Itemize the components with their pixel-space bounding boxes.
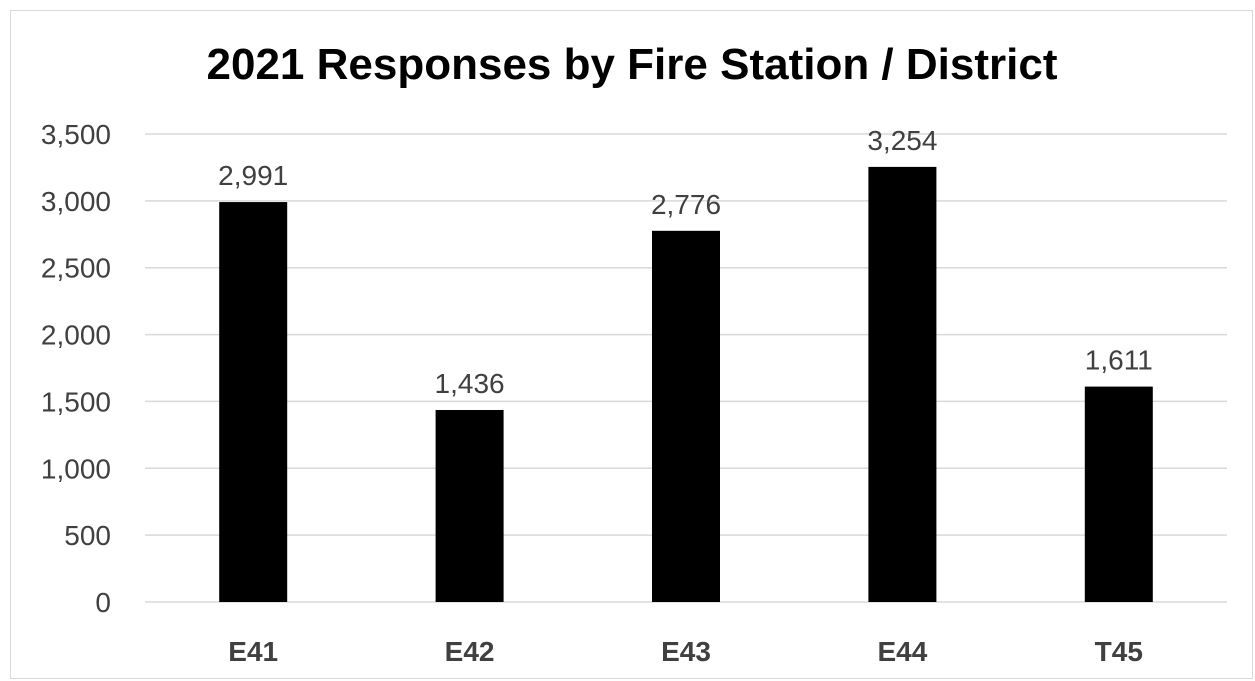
bar-t45 [1084,386,1153,602]
x-tick-label-t45: T45 [1095,636,1143,667]
y-tick-label: 1,000 [41,453,111,484]
data-label-e44: 3,254 [867,125,937,156]
data-label-t45: 1,611 [1085,345,1153,376]
y-tick-label: 2,500 [41,253,111,284]
data-labels: 2,991 1,436 2,776 3,254 1,611 [218,125,1153,399]
y-axis-ticks: 0 500 1,000 1,500 2,000 2,500 3,000 3,500 [41,119,111,618]
bar-e43 [652,230,720,602]
chart-title: 2021 Responses by Fire Station / Distric… [207,40,1058,89]
bar-e44 [868,166,937,602]
y-tick-label: 3,500 [41,119,111,150]
x-axis-ticks: E41 E42 E43 E44 T45 [228,636,1143,667]
bar-e41 [219,202,288,602]
x-tick-label-e43: E43 [661,636,711,667]
x-tick-label-e42: E42 [445,636,495,667]
chart-frame [10,10,1253,679]
y-tick-label: 3,000 [41,186,111,217]
x-tick-label-e41: E41 [228,636,278,667]
data-label-e42: 1,436 [435,368,505,399]
data-label-e43: 2,776 [651,189,721,220]
y-tick-label: 0 [95,587,111,618]
data-label-e41: 2,991 [218,160,288,191]
x-tick-label-e44: E44 [877,636,927,667]
bars [219,166,1153,602]
y-tick-label: 1,500 [41,386,111,417]
y-tick-label: 500 [64,520,111,551]
bar-e42 [435,409,504,602]
y-tick-label: 2,000 [41,320,111,351]
